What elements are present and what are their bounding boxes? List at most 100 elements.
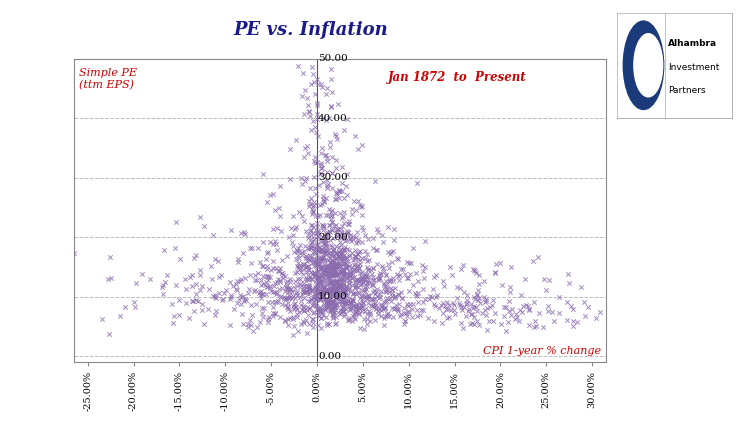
Point [319, 232, 331, 239]
Point [381, 277, 392, 284]
Point [359, 288, 371, 294]
Point [302, 304, 313, 311]
Point [593, 309, 605, 316]
Point [429, 300, 440, 307]
Point [157, 282, 169, 288]
Point [213, 290, 225, 296]
Point [342, 229, 354, 236]
Point [297, 286, 309, 293]
Point [411, 293, 423, 299]
Point [505, 264, 517, 271]
Point [315, 238, 327, 245]
Point [419, 237, 431, 244]
Point [262, 319, 274, 325]
Point [338, 285, 350, 292]
Point [198, 222, 210, 229]
Point [399, 271, 411, 277]
Point [295, 268, 307, 275]
Point [310, 294, 321, 301]
Point [523, 306, 535, 313]
Point [331, 294, 343, 301]
Point [343, 263, 355, 269]
Point [196, 306, 208, 313]
Point [129, 298, 140, 305]
Point [344, 272, 356, 279]
Point [358, 272, 370, 279]
Point [262, 277, 274, 284]
Point [326, 257, 338, 264]
Point [321, 263, 333, 269]
Point [312, 274, 324, 280]
Point [398, 304, 409, 311]
Point [468, 294, 480, 301]
Point [391, 306, 403, 312]
Point [274, 182, 286, 189]
Point [579, 313, 590, 320]
Point [358, 287, 370, 293]
Point [330, 294, 342, 301]
Point [358, 271, 370, 277]
Point [313, 312, 325, 319]
Point [325, 102, 337, 109]
Point [303, 203, 315, 209]
Point [322, 261, 334, 268]
Point [327, 211, 338, 218]
Point [319, 152, 331, 159]
Point [324, 263, 336, 269]
Point [297, 261, 309, 267]
Point [306, 271, 318, 277]
Point [342, 258, 354, 264]
Point [194, 287, 206, 293]
Point [338, 255, 350, 262]
Point [474, 294, 486, 301]
Point [340, 275, 352, 282]
Point [355, 260, 367, 267]
Point [270, 241, 282, 248]
Point [533, 310, 545, 317]
Point [312, 288, 324, 295]
Point [418, 268, 429, 274]
Point [344, 271, 355, 278]
Point [330, 288, 341, 295]
Point [323, 275, 335, 282]
Point [338, 267, 350, 274]
Point [377, 265, 389, 272]
Point [337, 267, 349, 274]
Point [471, 318, 483, 325]
Point [467, 304, 479, 311]
Point [321, 237, 333, 244]
Point [490, 260, 502, 267]
Point [299, 153, 310, 160]
Point [190, 290, 202, 297]
Point [375, 271, 387, 277]
Point [333, 256, 345, 263]
Point [497, 282, 508, 288]
Point [342, 230, 354, 237]
Point [321, 158, 333, 165]
Point [104, 254, 116, 261]
Point [330, 196, 342, 203]
Point [119, 303, 131, 310]
Point [337, 305, 349, 312]
Point [392, 273, 404, 280]
Point [335, 271, 347, 278]
Point [361, 316, 373, 322]
Point [352, 266, 364, 273]
Point [327, 277, 338, 284]
Point [327, 298, 339, 305]
Point [315, 296, 327, 302]
Point [325, 267, 337, 274]
Point [325, 272, 337, 279]
Point [455, 303, 467, 310]
Point [313, 259, 324, 266]
Point [471, 290, 483, 297]
Point [304, 273, 316, 280]
Point [227, 282, 239, 289]
Point [360, 272, 372, 279]
Point [327, 309, 339, 316]
Point [282, 288, 293, 295]
Point [310, 274, 321, 281]
Point [256, 263, 268, 269]
Point [327, 268, 338, 275]
Point [365, 267, 377, 274]
